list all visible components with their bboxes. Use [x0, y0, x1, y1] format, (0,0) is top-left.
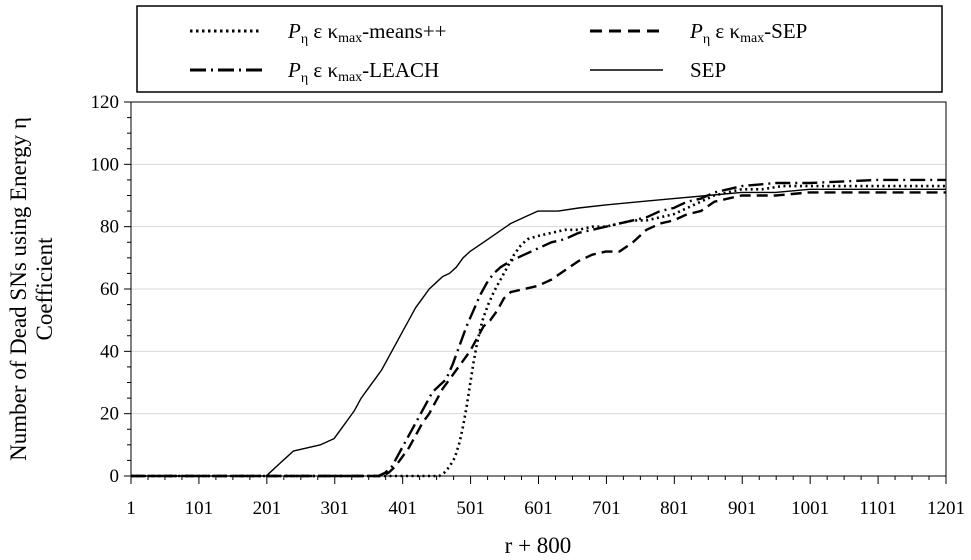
y-tick-label: 100: [91, 154, 120, 175]
x-tick-label: 601: [524, 498, 553, 519]
x-tick-label: 1001: [791, 498, 829, 519]
y-axis-title-line-1: Number of Dead SNs using Energy η: [6, 117, 31, 461]
series-line-dashed: [131, 191, 946, 478]
y-tick-label: 60: [100, 279, 119, 300]
y-tick-label: 0: [110, 466, 120, 487]
legend-label-sep: SEP: [690, 58, 726, 82]
x-tick-label: 401: [388, 498, 417, 519]
legend-box: [136, 5, 943, 93]
x-tick-label: 1201: [927, 498, 965, 519]
series-line-dash-dot: [131, 178, 946, 478]
x-tick-label: 201: [253, 498, 282, 519]
legend-label-leach: Pη ε κmax-LEACH: [287, 58, 439, 86]
series-lines: [131, 178, 946, 478]
x-tick-label: 701: [592, 498, 621, 519]
y-tick-label: 80: [100, 217, 119, 238]
y-tick-label: 120: [91, 92, 120, 113]
legend-label-sep-p: Pη ε κmax-SEP: [689, 19, 807, 47]
x-tick-label: 501: [456, 498, 485, 519]
y-tick-label: 40: [100, 341, 119, 362]
y-axis-title-line-2: Coefficient: [32, 237, 57, 341]
x-tick-label: 801: [660, 498, 689, 519]
legend-label-means: Pη ε κmax-means++: [287, 19, 447, 47]
x-tick-label: 101: [185, 498, 214, 519]
gridlines: [131, 101, 946, 415]
x-tick-label: 1101: [859, 498, 896, 519]
y-tick-label: 20: [100, 404, 119, 425]
x-axis-title: r + 800: [505, 533, 572, 558]
y-axis-title: Number of Dead SNs using Energy η Coeffi…: [6, 117, 57, 461]
series-line-solid: [131, 188, 946, 477]
series-line-dotted: [131, 184, 946, 478]
x-tick-label: 901: [728, 498, 757, 519]
x-tick-label: 301: [321, 498, 350, 519]
x-tick-label: 1: [126, 498, 136, 519]
legend: Pη ε κmax-means++ Pη ε κmax-SEP Pη ε κma…: [136, 5, 943, 93]
